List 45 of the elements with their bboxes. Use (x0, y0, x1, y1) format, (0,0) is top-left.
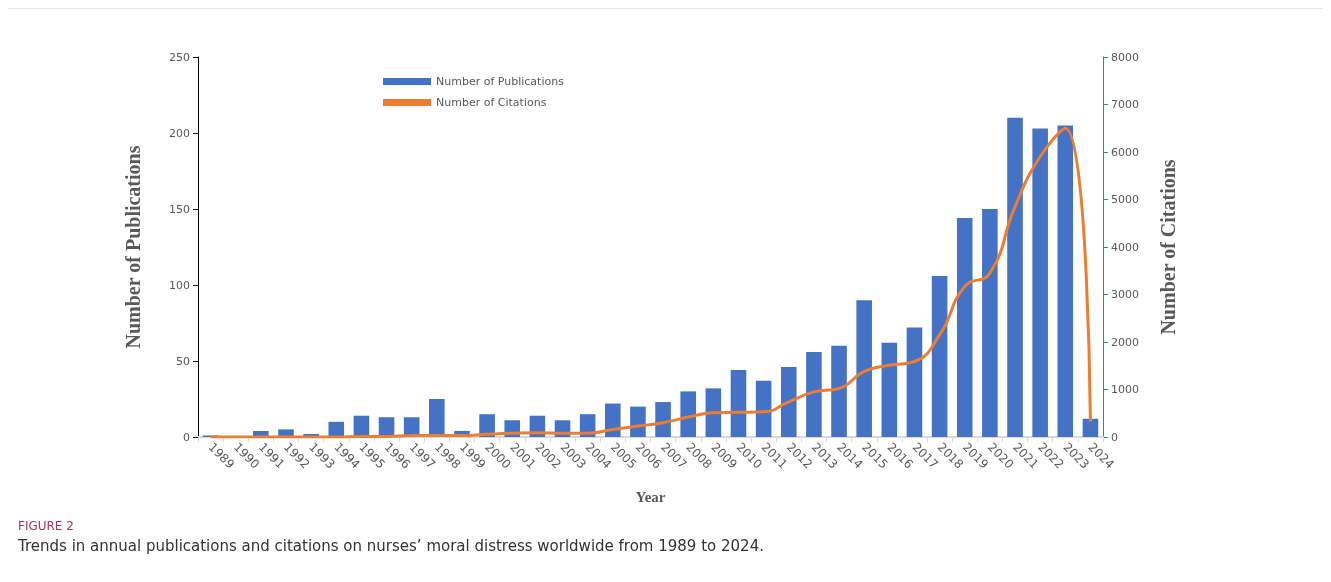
y2-tick-label: 5000 (1111, 193, 1139, 206)
y-tick-label: 100 (169, 278, 190, 292)
bar (931, 275, 948, 437)
bar (680, 391, 696, 437)
line-series (209, 126, 1092, 439)
y-tick-label: 0 (183, 430, 190, 444)
y2-tick-label: 7000 (1111, 98, 1139, 111)
bar (881, 342, 898, 437)
bar (655, 402, 671, 437)
text: Trends in annual publications and citations on nurses’ moral distress worldwide from 1989 to 2024. (18, 537, 765, 555)
x-axis-title: Year (635, 488, 666, 505)
y-tick-label: 150 (169, 202, 190, 216)
y-tick-label: 50 (176, 354, 190, 368)
caption: FIGURE 2 (18, 519, 75, 533)
bar (982, 209, 998, 437)
bar (856, 300, 872, 437)
y2-axis-title: Number of Citations (1157, 159, 1179, 335)
y2-tick-label: 0 (1111, 430, 1118, 444)
y2-tick-label: 2000 (1111, 335, 1139, 349)
bar (806, 351, 822, 437)
bar (328, 421, 345, 437)
bar (1007, 117, 1023, 437)
y2-tick-label: 8000 (1111, 50, 1139, 64)
bar (429, 399, 445, 437)
y2-tick-label: 6000 (1111, 145, 1139, 159)
bar (605, 403, 621, 437)
bar (831, 345, 847, 437)
y2-tick-label: 4000 (1111, 240, 1139, 254)
bar (630, 406, 646, 437)
bar (1082, 418, 1099, 437)
legend-label: Number of Citations (436, 96, 547, 109)
bar (906, 327, 923, 437)
bar (730, 370, 747, 437)
y2-tick-label: 1000 (1111, 383, 1139, 396)
y2-tick-label: 3000 (1111, 288, 1139, 301)
legend-label: Number of Publications (436, 75, 565, 88)
bar (1032, 128, 1048, 437)
bar (780, 367, 797, 437)
y-tick-label: 200 (169, 126, 190, 140)
y-tick-label: 250 (169, 50, 190, 64)
bar (755, 380, 772, 437)
y-axis-title: Number of Publications (122, 145, 144, 349)
bar (1057, 125, 1074, 437)
bar (705, 388, 722, 437)
bar (956, 218, 973, 437)
